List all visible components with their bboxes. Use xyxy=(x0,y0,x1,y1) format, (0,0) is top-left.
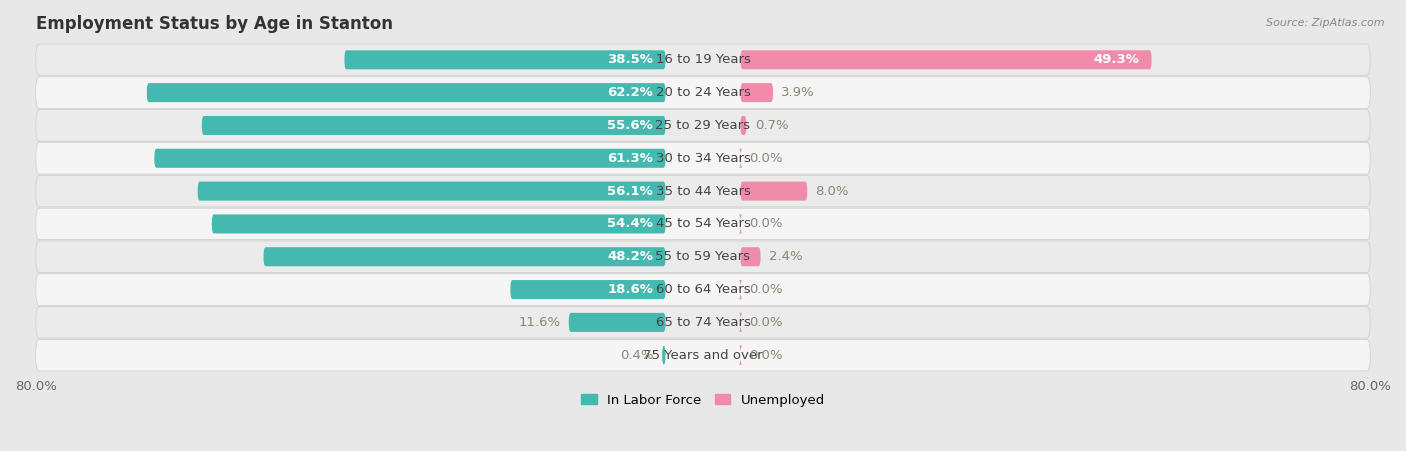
FancyBboxPatch shape xyxy=(662,345,665,365)
Text: 75 Years and over: 75 Years and over xyxy=(643,349,763,362)
FancyBboxPatch shape xyxy=(146,83,665,102)
FancyBboxPatch shape xyxy=(37,340,1369,371)
Text: 2.4%: 2.4% xyxy=(769,250,803,263)
Text: 38.5%: 38.5% xyxy=(607,53,652,66)
Text: 0.0%: 0.0% xyxy=(749,152,782,165)
FancyBboxPatch shape xyxy=(37,241,1369,272)
Text: 48.2%: 48.2% xyxy=(607,250,652,263)
FancyBboxPatch shape xyxy=(37,175,1369,207)
Text: 60 to 64 Years: 60 to 64 Years xyxy=(655,283,751,296)
FancyBboxPatch shape xyxy=(37,143,1369,174)
FancyBboxPatch shape xyxy=(738,345,742,365)
FancyBboxPatch shape xyxy=(738,149,742,168)
Text: 54.4%: 54.4% xyxy=(607,217,652,230)
FancyBboxPatch shape xyxy=(202,116,665,135)
Legend: In Labor Force, Unemployed: In Labor Force, Unemployed xyxy=(575,388,831,412)
Text: 30 to 34 Years: 30 to 34 Years xyxy=(655,152,751,165)
FancyBboxPatch shape xyxy=(741,182,807,201)
Text: 55 to 59 Years: 55 to 59 Years xyxy=(655,250,751,263)
FancyBboxPatch shape xyxy=(212,214,665,234)
Text: 0.0%: 0.0% xyxy=(749,316,782,329)
Text: 0.0%: 0.0% xyxy=(749,217,782,230)
Text: 25 to 29 Years: 25 to 29 Years xyxy=(655,119,751,132)
Text: 62.2%: 62.2% xyxy=(607,86,652,99)
Text: 3.9%: 3.9% xyxy=(782,86,815,99)
Text: 0.4%: 0.4% xyxy=(620,349,654,362)
FancyBboxPatch shape xyxy=(741,116,747,135)
Text: 56.1%: 56.1% xyxy=(607,184,652,198)
FancyBboxPatch shape xyxy=(741,247,761,266)
Text: 0.0%: 0.0% xyxy=(749,349,782,362)
Text: 0.0%: 0.0% xyxy=(749,283,782,296)
FancyBboxPatch shape xyxy=(37,110,1369,141)
Text: 16 to 19 Years: 16 to 19 Years xyxy=(655,53,751,66)
FancyBboxPatch shape xyxy=(263,247,665,266)
Text: 61.3%: 61.3% xyxy=(607,152,652,165)
Text: 20 to 24 Years: 20 to 24 Years xyxy=(655,86,751,99)
FancyBboxPatch shape xyxy=(344,50,665,69)
Text: 65 to 74 Years: 65 to 74 Years xyxy=(655,316,751,329)
FancyBboxPatch shape xyxy=(569,313,665,332)
Text: 11.6%: 11.6% xyxy=(519,316,561,329)
Text: 49.3%: 49.3% xyxy=(1094,53,1139,66)
FancyBboxPatch shape xyxy=(741,83,773,102)
FancyBboxPatch shape xyxy=(510,280,665,299)
Text: 35 to 44 Years: 35 to 44 Years xyxy=(655,184,751,198)
FancyBboxPatch shape xyxy=(155,149,665,168)
Text: Employment Status by Age in Stanton: Employment Status by Age in Stanton xyxy=(37,15,392,33)
FancyBboxPatch shape xyxy=(37,307,1369,338)
Text: 8.0%: 8.0% xyxy=(815,184,849,198)
FancyBboxPatch shape xyxy=(37,208,1369,239)
FancyBboxPatch shape xyxy=(37,274,1369,305)
FancyBboxPatch shape xyxy=(37,44,1369,76)
FancyBboxPatch shape xyxy=(37,77,1369,108)
Text: 45 to 54 Years: 45 to 54 Years xyxy=(655,217,751,230)
FancyBboxPatch shape xyxy=(198,182,665,201)
FancyBboxPatch shape xyxy=(738,313,742,332)
Text: 0.7%: 0.7% xyxy=(755,119,789,132)
Text: 18.6%: 18.6% xyxy=(607,283,652,296)
FancyBboxPatch shape xyxy=(738,280,742,299)
FancyBboxPatch shape xyxy=(741,50,1152,69)
Text: Source: ZipAtlas.com: Source: ZipAtlas.com xyxy=(1267,18,1385,28)
Text: 55.6%: 55.6% xyxy=(607,119,652,132)
FancyBboxPatch shape xyxy=(738,214,742,234)
